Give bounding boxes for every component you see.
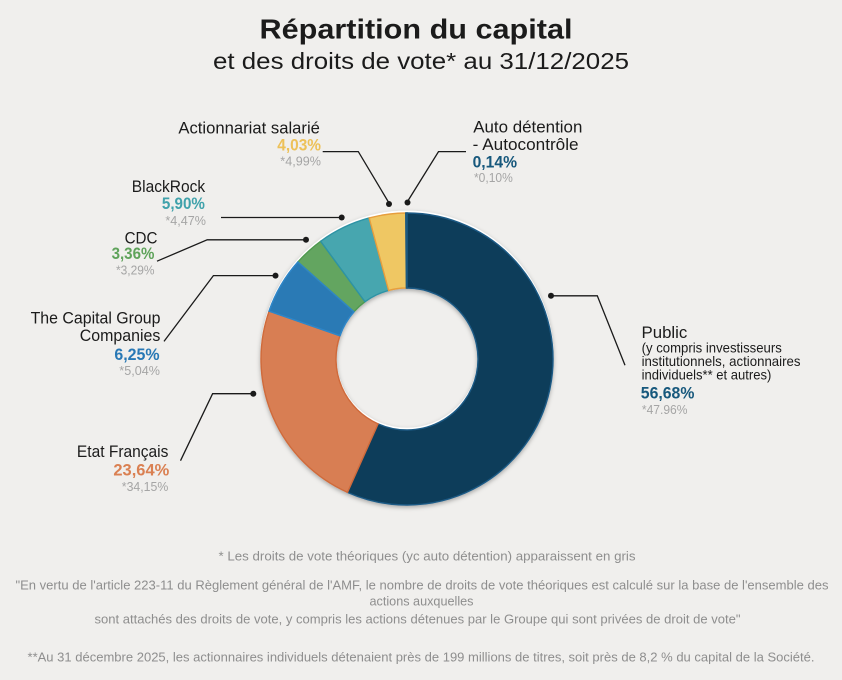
svg-text:4,03%: 4,03% [277, 136, 321, 155]
svg-text:3,36%: 3,36% [112, 244, 155, 263]
svg-text:*5,04%: *5,04% [119, 363, 160, 378]
svg-text:*47.96%: *47.96% [642, 402, 688, 417]
svg-text:*34,15%: *34,15% [122, 479, 169, 494]
svg-text:Etat Français: Etat Français [77, 442, 169, 461]
svg-text:0,14%: 0,14% [473, 153, 517, 172]
svg-text:*3,29%: *3,29% [116, 263, 155, 278]
svg-text:*0,10%: *0,10% [474, 170, 513, 185]
svg-text:23,64%: 23,64% [113, 461, 169, 480]
svg-text:Répartition du capital: Répartition du capital [260, 14, 573, 45]
svg-text:The Capital Group: The Capital Group [31, 309, 161, 328]
svg-text:sont attachés des droits de vo: sont attachés des droits de vote, y comp… [95, 611, 741, 626]
svg-text:Companies: Companies [80, 326, 161, 345]
svg-text:individuels** et autres): individuels** et autres) [642, 367, 772, 383]
svg-text:institutionnels, actionnaires: institutionnels, actionnaires [642, 353, 801, 369]
svg-text:Actionnariat salarié: Actionnariat salarié [178, 119, 320, 138]
svg-text:6,25%: 6,25% [114, 345, 159, 364]
svg-text:CDC: CDC [125, 228, 158, 247]
svg-text:* Les droits de vote théorique: * Les droits de vote théoriques (yc auto… [219, 548, 637, 563]
svg-text:Public: Public [642, 323, 688, 342]
svg-text:56,68%: 56,68% [641, 383, 695, 402]
svg-text:BlackRock: BlackRock [132, 177, 206, 196]
svg-text:5,90%: 5,90% [162, 194, 205, 213]
svg-text:(y compris investisseurs: (y compris investisseurs [642, 340, 782, 356]
svg-text:et des droits de vote* au 31/1: et des droits de vote* au 31/12/2025 [213, 48, 629, 74]
svg-text:"En vertu de l'article 223-11: "En vertu de l'article 223-11 du Règleme… [16, 578, 829, 593]
svg-text:actions auxquelles: actions auxquelles [370, 594, 474, 609]
svg-text:*4,99%: *4,99% [280, 153, 321, 168]
svg-text:- Autocontrôle: - Autocontrôle [473, 135, 579, 154]
svg-text:*4,47%: *4,47% [165, 213, 206, 228]
svg-text:Auto détention: Auto détention [473, 117, 582, 136]
svg-text:**Au 31 décembre 2025, les act: **Au 31 décembre 2025, les actionnaires … [28, 649, 815, 664]
